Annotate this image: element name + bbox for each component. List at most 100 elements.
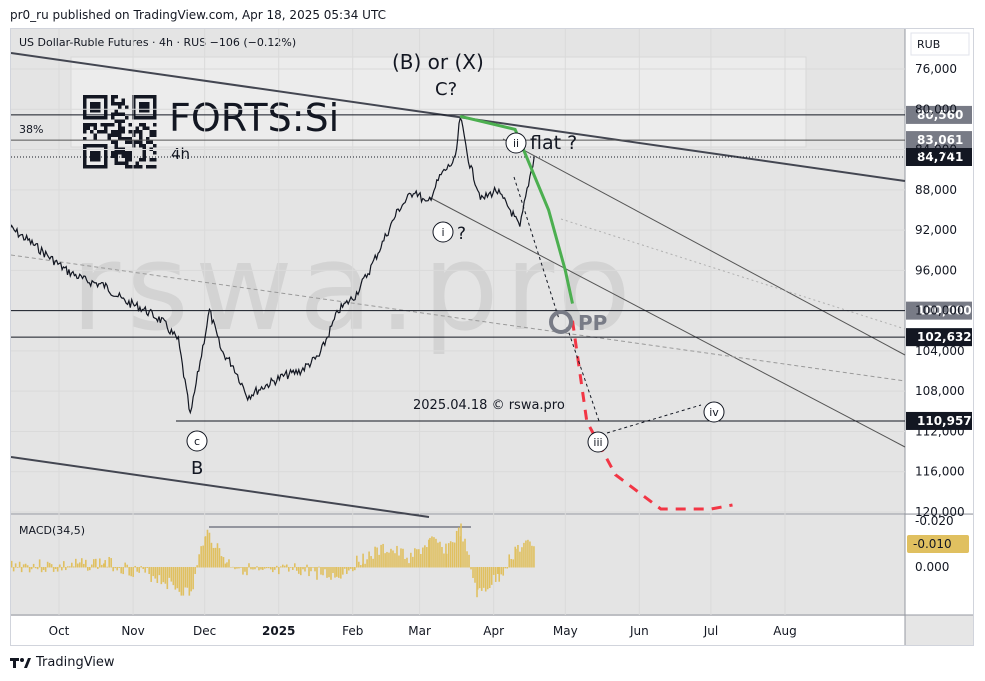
qr-module xyxy=(100,123,104,127)
macd-bar xyxy=(488,567,491,588)
qr-finder-core xyxy=(90,102,101,113)
macd-bar xyxy=(144,567,146,573)
macd-bar xyxy=(138,567,140,573)
wave-iv-label: iv xyxy=(709,406,719,419)
time-axis[interactable] xyxy=(11,616,905,645)
upper-trendline xyxy=(10,52,906,182)
macd-bar xyxy=(426,547,428,568)
qr-module xyxy=(114,151,118,155)
qr-module xyxy=(93,123,97,127)
price-badge xyxy=(906,148,972,167)
qr-module xyxy=(86,126,90,130)
macd-bar xyxy=(263,567,266,569)
macd-bar xyxy=(502,567,505,576)
macd-bar xyxy=(308,567,310,577)
pp-circle xyxy=(549,310,573,334)
price-axis-tick-label: 104,000 xyxy=(915,344,965,358)
timeframe-label: 4h xyxy=(171,145,190,163)
qr-module xyxy=(149,130,153,134)
macd-bar xyxy=(372,558,374,568)
macd-bar xyxy=(414,548,416,568)
qr-module xyxy=(125,161,129,165)
macd-bar xyxy=(482,567,485,588)
wave-ii-circle xyxy=(505,132,527,154)
macd-bar xyxy=(322,567,324,576)
macd-bar xyxy=(56,567,59,572)
qr-module xyxy=(104,130,108,134)
macd-bar xyxy=(354,567,356,571)
macd-bar xyxy=(242,567,244,575)
price-axis-tick-label: 80,000 xyxy=(915,102,957,116)
macd-bar xyxy=(116,567,118,571)
qr-module xyxy=(107,137,111,141)
macd-bar xyxy=(468,554,470,568)
macd-bar xyxy=(449,541,452,568)
macd-bar xyxy=(287,567,290,572)
macd-bar xyxy=(316,567,318,580)
macd-bar xyxy=(162,567,165,583)
macd-bar xyxy=(46,561,49,568)
macd-bar xyxy=(376,547,378,568)
arrow-to-pp xyxy=(513,176,560,320)
macd-bar xyxy=(429,537,431,568)
macd-bar xyxy=(428,539,430,568)
macd-bar xyxy=(492,567,495,575)
macd-bar xyxy=(44,567,47,572)
green-projection xyxy=(459,114,574,304)
macd-bar xyxy=(178,567,181,592)
macd-bar xyxy=(460,523,462,568)
macd-bar xyxy=(28,567,31,573)
macd-bar xyxy=(40,567,43,573)
qr-module xyxy=(111,154,115,158)
qr-module xyxy=(114,144,118,148)
qr-module xyxy=(93,133,97,137)
macd-bar xyxy=(184,567,187,588)
macd-bar xyxy=(63,561,65,568)
macd-axis-pane[interactable] xyxy=(905,515,973,615)
price-axis-tick-label: 108,000 xyxy=(915,384,965,398)
macd-bar xyxy=(318,566,320,568)
qr-module xyxy=(139,137,143,141)
macd-bar xyxy=(336,567,338,577)
macd-bar xyxy=(529,541,531,568)
macd-bar xyxy=(281,564,284,568)
macd-bar xyxy=(352,567,354,572)
macd-bar xyxy=(408,563,410,568)
qr-module xyxy=(153,133,157,137)
macd-bar xyxy=(326,567,328,578)
price-badge-label: 110,957 xyxy=(917,414,972,428)
chart-canvas[interactable]: rswa.pro FORTS:Si 4h US Dollar-Ruble Fut… xyxy=(8,29,973,645)
qr-module xyxy=(111,102,115,106)
macd-bar xyxy=(443,553,445,568)
macd-value-badge xyxy=(907,535,969,553)
macd-bar xyxy=(140,566,142,568)
macd-bar xyxy=(265,567,268,569)
price-axis-tick-label: 120,000 xyxy=(915,505,965,519)
tradingview-logo-icon xyxy=(10,657,31,668)
macd-bar xyxy=(472,567,474,578)
qr-module xyxy=(118,151,122,155)
qr-module xyxy=(132,140,136,144)
qr-module xyxy=(153,130,157,134)
macd-bar xyxy=(186,567,189,588)
macd-bar xyxy=(87,567,89,571)
legend-symbol-line[interactable]: US Dollar-Ruble Futures · 4h · RUS −106 … xyxy=(19,36,296,49)
qr-module xyxy=(149,158,153,162)
macd-bar xyxy=(523,542,525,568)
qr-module xyxy=(114,102,118,106)
footer: TradingView xyxy=(10,655,115,670)
macd-bar xyxy=(248,563,250,568)
macd-bar xyxy=(342,567,344,575)
label-i-question: ? xyxy=(457,224,466,244)
macd-bar xyxy=(478,567,481,589)
macd-bar xyxy=(36,567,39,570)
price-axis-tick-label: 76,000 xyxy=(915,62,957,76)
macd-bar xyxy=(103,563,105,568)
footer-brand[interactable]: TradingView xyxy=(36,655,115,670)
qr-module xyxy=(104,126,108,130)
chart-frame[interactable]: rswa.pro FORTS:Si 4h US Dollar-Ruble Fut… xyxy=(8,28,974,646)
macd-bar xyxy=(508,554,511,568)
fib-label: 38% xyxy=(19,123,43,136)
macd-bar xyxy=(30,567,33,570)
macd-bar xyxy=(26,565,29,568)
